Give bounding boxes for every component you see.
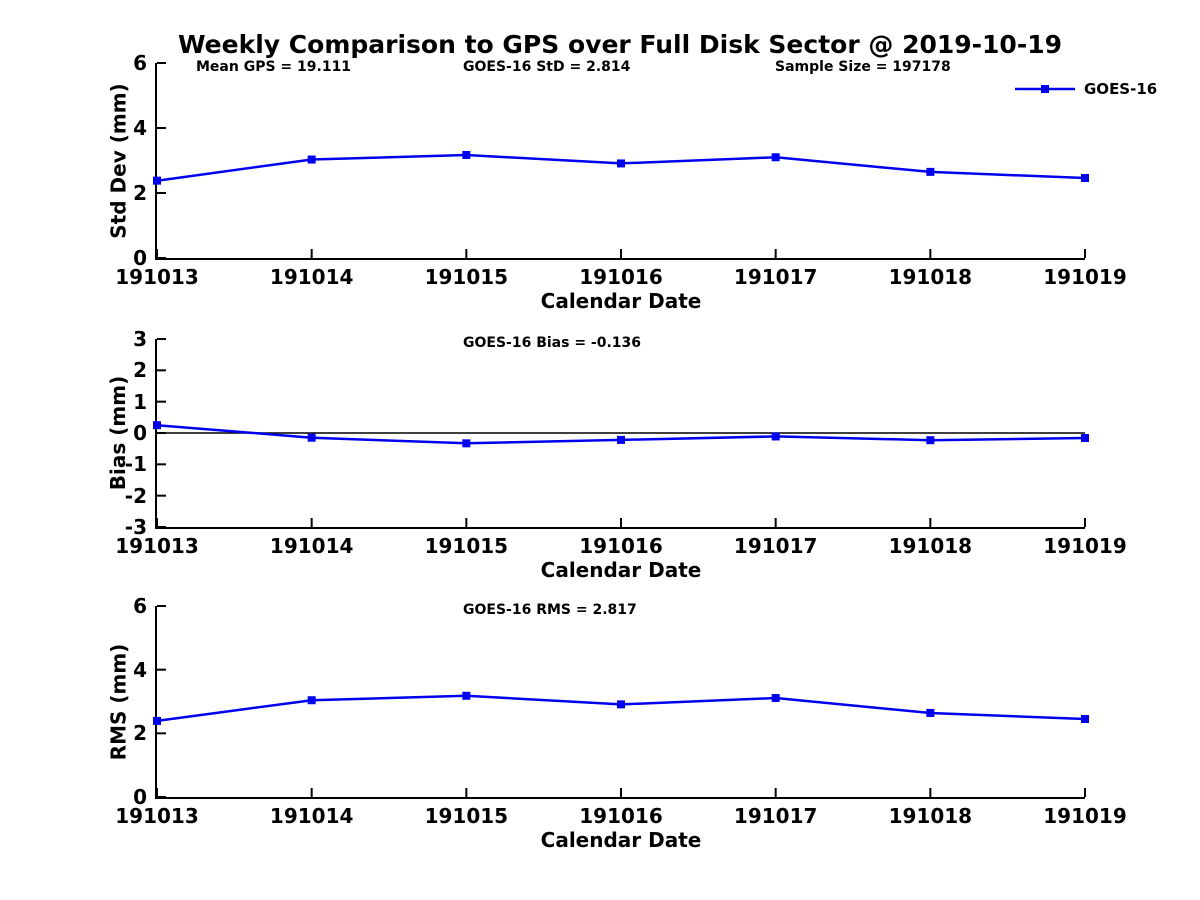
- series-marker-GOES-16: [462, 691, 471, 700]
- series-marker-GOES-16: [153, 176, 161, 185]
- x-axis-label: Calendar Date: [540, 558, 702, 582]
- legend: GOES-16: [1014, 78, 1157, 100]
- series-line-GOES-16: [156, 153, 1086, 182]
- series-marker-GOES-16: [926, 436, 935, 445]
- series-marker-GOES-16: [462, 150, 471, 159]
- x-tick-label: 191019: [1043, 804, 1127, 828]
- annotation: Mean GPS = 19.111: [196, 59, 352, 75]
- y-axis-label: RMS (mm): [106, 643, 130, 760]
- panel-stddev-canvas: [153, 62, 1089, 259]
- y-tick-label: 2: [133, 358, 147, 383]
- panel-bias-plot-area: [153, 338, 1089, 529]
- series-marker-GOES-16: [771, 432, 780, 441]
- x-axis-label: Calendar Date: [540, 289, 702, 313]
- x-tick-label: 191015: [424, 265, 509, 289]
- series-marker-GOES-16: [771, 693, 780, 702]
- y-tick-label: 1: [133, 389, 147, 414]
- y-tick-label: 3: [133, 327, 147, 351]
- x-tick-label: 191016: [579, 265, 663, 289]
- y-axis-label: Bias (mm): [106, 375, 130, 491]
- series-marker-GOES-16: [926, 167, 935, 176]
- x-tick-label: 191013: [115, 265, 199, 289]
- x-tick-label: 191019: [1043, 534, 1127, 558]
- annotation: GOES-16 RMS = 2.817: [463, 602, 637, 618]
- x-tick-label: 191016: [579, 804, 663, 828]
- x-axis-label: Calendar Date: [540, 828, 702, 852]
- annotation: GOES-16 Bias = -0.136: [463, 335, 642, 351]
- series-marker-GOES-16: [153, 421, 161, 430]
- y-tick-label: 4: [133, 116, 147, 140]
- y-axis-label: Std Dev (mm): [106, 82, 130, 239]
- x-tick-label: 191017: [733, 804, 818, 828]
- x-tick-label: 191013: [115, 804, 199, 828]
- y-tick-label: 0: [133, 421, 147, 445]
- x-tick-label: 191014: [269, 265, 354, 289]
- panel-bias-canvas: [153, 338, 1089, 528]
- series-marker-GOES-16: [1081, 434, 1089, 443]
- y-tick-label: 0: [133, 246, 147, 270]
- x-tick-label: 191018: [888, 804, 973, 828]
- panel-rms-canvas: [153, 605, 1089, 798]
- x-tick-label: 191018: [888, 534, 973, 558]
- legend-label: GOES-16: [1084, 80, 1158, 98]
- series-marker-GOES-16: [307, 433, 316, 442]
- x-tick-label: 191019: [1043, 265, 1127, 289]
- x-tick-label: 191015: [424, 804, 509, 828]
- series-marker-GOES-16: [153, 716, 161, 725]
- y-tick-label: 4: [133, 657, 147, 682]
- series-marker-GOES-16: [617, 435, 625, 444]
- series-marker-GOES-16: [462, 439, 471, 448]
- legend-line-sample-icon: [1015, 85, 1075, 93]
- x-tick-label: 191017: [733, 534, 818, 558]
- series-marker-GOES-16: [307, 696, 316, 705]
- series-marker-GOES-16: [926, 708, 935, 717]
- chart-title: Weekly Comparison to GPS over Full Disk …: [178, 30, 1062, 59]
- x-tick-label: 191017: [733, 265, 818, 289]
- series-marker-GOES-16: [1081, 174, 1089, 183]
- x-tick-label: 191015: [424, 534, 509, 558]
- x-tick-label: 191014: [269, 804, 354, 828]
- y-tick-label: 0: [133, 785, 147, 809]
- y-tick-label: -3: [124, 515, 147, 539]
- x-tick-label: 191016: [579, 534, 663, 558]
- series-marker-GOES-16: [771, 153, 780, 162]
- y-tick-label: 2: [133, 721, 147, 746]
- x-tick-label: 191018: [888, 265, 973, 289]
- x-tick-label: 191014: [269, 534, 354, 558]
- series-marker-GOES-16: [617, 159, 625, 168]
- annotation: Sample Size = 197178: [775, 59, 951, 75]
- y-tick-label: -2: [124, 483, 147, 508]
- y-tick-label: -1: [124, 452, 147, 477]
- annotation: GOES-16 StD = 2.814: [463, 59, 631, 75]
- y-tick-label: 2: [133, 181, 147, 205]
- panel-rms-plot-area: [153, 605, 1089, 799]
- panel-stddev-plot-area: [153, 62, 1089, 260]
- x-tick-label: 191013: [115, 534, 199, 558]
- y-tick-label: 6: [133, 594, 147, 618]
- series-marker-GOES-16: [617, 700, 625, 709]
- y-tick-label: 6: [133, 51, 147, 75]
- series-marker-GOES-16: [1081, 715, 1089, 724]
- series-marker-GOES-16: [307, 155, 316, 164]
